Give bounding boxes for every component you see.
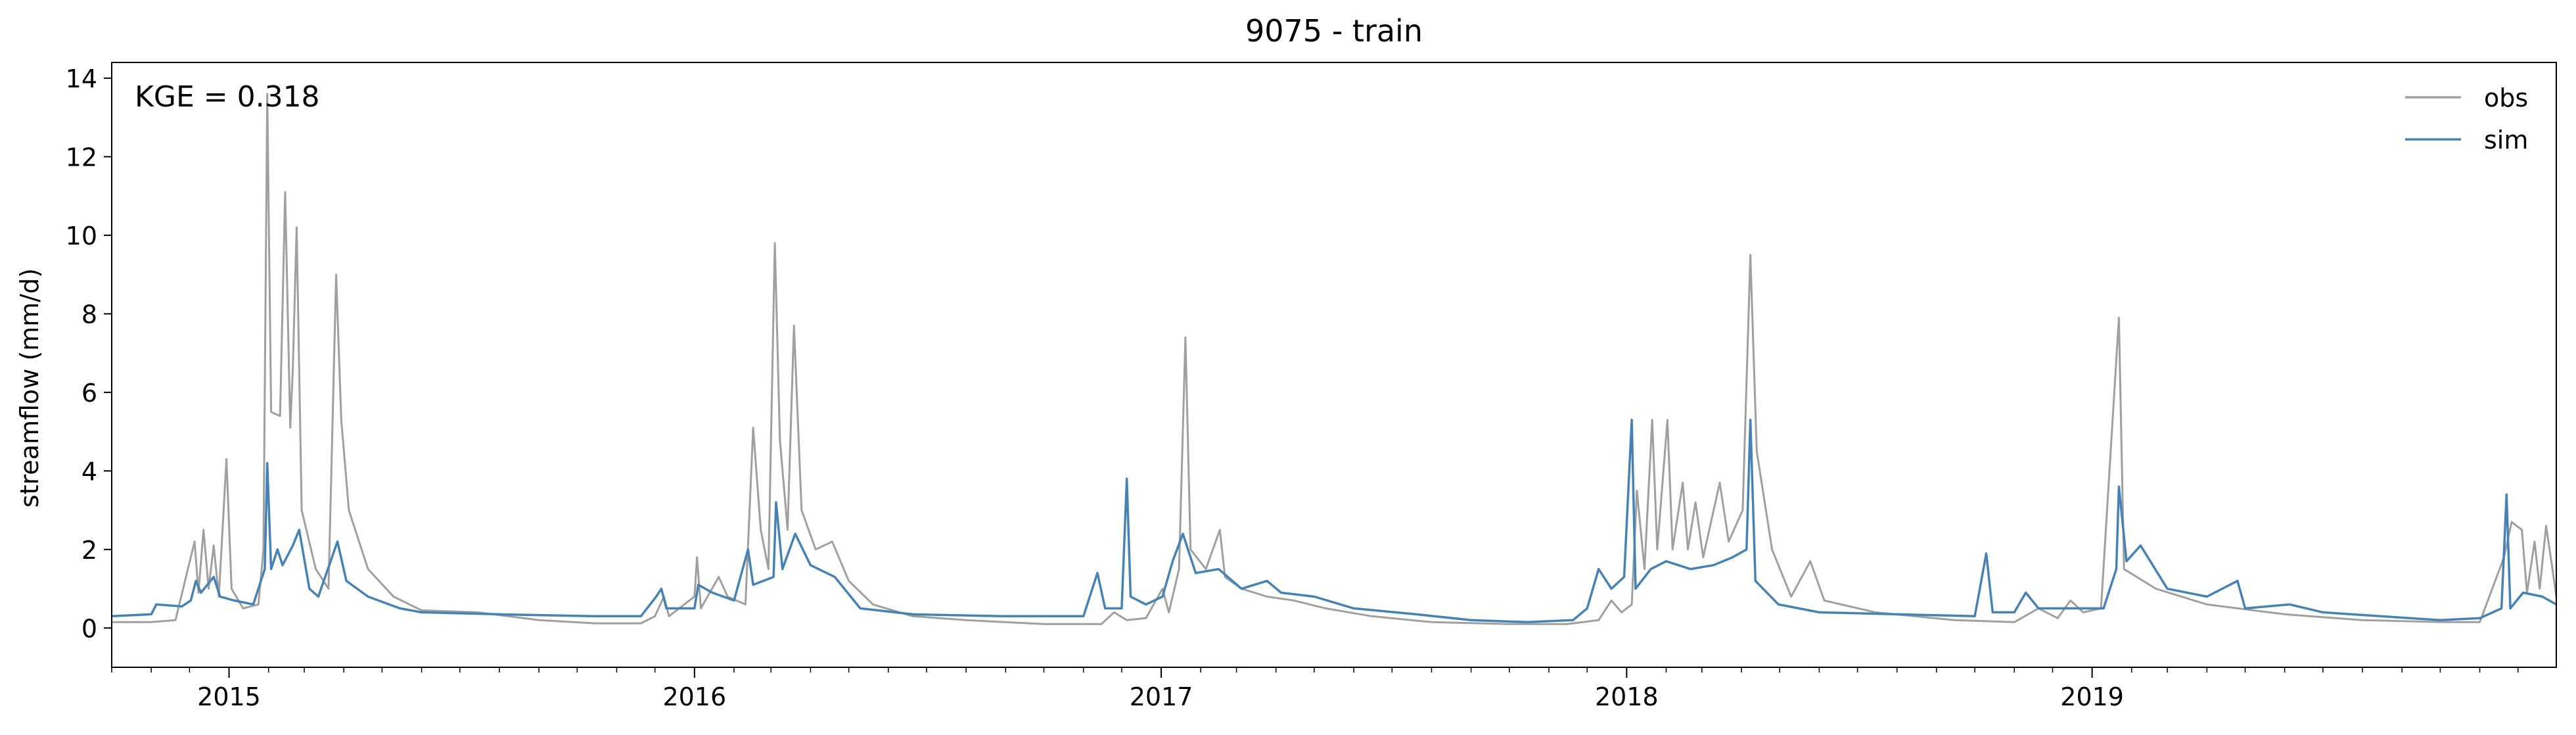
y-tick-label: 2 (81, 536, 97, 565)
y-tick-label: 10 (66, 222, 97, 250)
x-tick-label: 2017 (1130, 682, 1193, 711)
x-tick-label: 2018 (1595, 682, 1659, 711)
legend-label-obs: obs (2484, 83, 2528, 112)
y-axis-label: streamflow (mm/d) (15, 268, 44, 508)
plot-area: 0 2 4 6 8 10 12 14 2015 2016 2017 2018 2019 (66, 62, 2558, 711)
x-tick-label: 2019 (2060, 682, 2124, 711)
y-tick-label: 14 (66, 64, 97, 93)
y-tick-label: 0 (81, 614, 97, 643)
legend: obs sim (2405, 83, 2528, 154)
chart-title: 9075 - train (1245, 13, 1423, 49)
x-tick-label: 2016 (662, 682, 726, 711)
series-line-sim (111, 418, 2557, 624)
y-tick-label: 12 (66, 143, 97, 172)
axes-frame (111, 62, 2557, 668)
y-tick-label: 4 (81, 457, 97, 486)
y-tick-label: 8 (81, 300, 97, 329)
kge-annotation: KGE = 0.318 (135, 80, 320, 114)
legend-label-sim: sim (2484, 126, 2528, 154)
series-line-obs (112, 93, 2558, 625)
y-tick-label: 6 (81, 379, 97, 408)
x-tick-label: 2015 (197, 682, 261, 711)
